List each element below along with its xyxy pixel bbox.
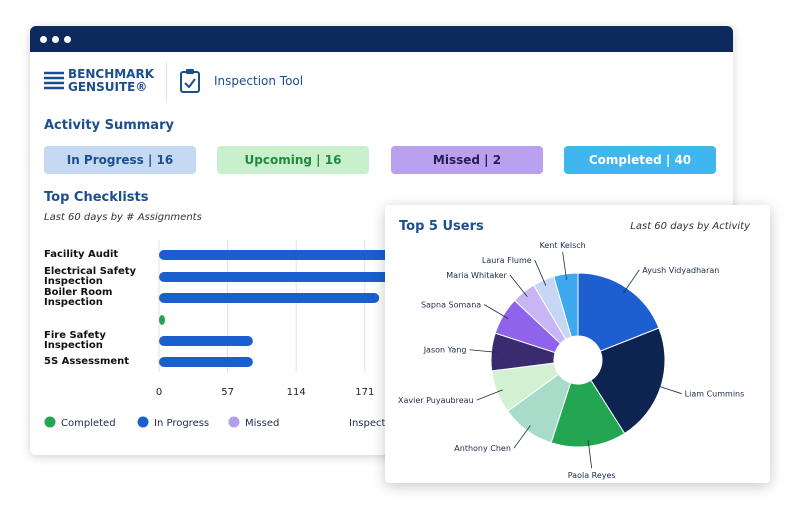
pie-slice: [577, 272, 660, 352]
pie-chart: Ayush Vidyadharan Liam Cummins Paola Reyes…: [398, 241, 745, 480]
pie-slice: [553, 272, 579, 338]
legend-label: Missed: [245, 418, 279, 429]
status-pill[interactable]: Completed | 40: [564, 146, 716, 174]
leader-line: [483, 304, 509, 320]
leader-line: [654, 384, 682, 395]
slice-label: Liam Cummins: [685, 390, 745, 399]
bar: [159, 272, 448, 282]
x-tick-label: 114: [287, 387, 306, 398]
leader-line: [562, 252, 567, 280]
chart-subtitle: Last 60 days by # Assignments: [44, 212, 202, 223]
slice-label: Ayush Vidyadharan: [642, 266, 719, 275]
leader-line: [509, 274, 528, 298]
bar-chart: 0 57 114 171 Facility Audit Electrical Safety…: [44, 240, 448, 429]
slice-label: Laura Flume: [482, 256, 532, 265]
status-pill[interactable]: Upcoming | 16: [217, 146, 369, 174]
legend-marker: [44, 416, 56, 428]
window-dot: [64, 36, 71, 43]
slice-label: Jason Yang: [423, 346, 467, 355]
x-tick-label: 57: [221, 387, 234, 398]
chart-subtitle: Last 60 days by Activity: [630, 221, 750, 232]
category-label: 5S Assessment: [44, 356, 130, 367]
category-label: Electrical Safety Inspection: [44, 266, 137, 287]
leader-line: [534, 259, 547, 286]
leader-line: [587, 440, 593, 469]
legend-label: In Progress: [154, 418, 209, 429]
leader-line: [469, 349, 498, 353]
slice-label: Anthony Chen: [454, 444, 511, 453]
clipboard-icon: [180, 69, 200, 93]
category-label: Boiler Room Inspection: [44, 287, 113, 308]
slice-label: Kent Kelsch: [540, 241, 586, 250]
category-label: Facility Audit: [44, 249, 119, 260]
slice-label: Xavier Puyaubreau: [398, 396, 474, 405]
category-label: Fire Safety Inspection: [44, 330, 106, 351]
category-label: Electrical Safety Inspection: [44, 266, 137, 287]
legend-marker: [137, 416, 149, 428]
slice-label: Sapna Somana: [421, 301, 481, 310]
app-name: Inspection Tool: [214, 74, 304, 88]
bar: [159, 293, 380, 303]
x-tick-label: 171: [355, 387, 374, 398]
legend-label: Completed: [61, 418, 116, 429]
chart-title: Top Checklists: [44, 190, 149, 205]
divider: [166, 62, 167, 102]
legend-marker: [228, 416, 240, 428]
window-dot: [40, 36, 47, 43]
top-users-panel: Top 5 Users Last 60 days by Activity Ayu…: [385, 205, 770, 483]
logo-text: BENCHMARK GENSUITE®: [68, 67, 155, 94]
title-bar: [30, 26, 733, 52]
category-label: Facility Audit: [44, 249, 119, 260]
pie-slice: [590, 327, 666, 435]
legend-label: Inspect: [349, 418, 385, 429]
bar: [159, 357, 253, 367]
leader-line: [476, 389, 503, 401]
x-tick-label: 0: [156, 387, 162, 398]
status-pill[interactable]: Missed | 2: [391, 146, 543, 174]
status-pill[interactable]: In Progress | 16: [44, 146, 196, 174]
category-label: Boiler Room Inspection: [44, 287, 113, 308]
bar: [159, 315, 166, 325]
slice-label: Maria Whitaker: [446, 271, 507, 280]
category-label: Fire Safety Inspection: [44, 330, 106, 351]
leader-line: [513, 425, 531, 449]
logo-icon: [44, 71, 64, 90]
bar: [159, 336, 253, 346]
window-dot: [52, 36, 59, 43]
category-label: 5S Assessment: [44, 356, 130, 367]
bar: [159, 250, 448, 260]
slice-label: Paola Reyes: [568, 471, 616, 480]
leader-line: [623, 269, 640, 294]
chart-title: Top 5 Users: [399, 219, 484, 234]
section-title: Activity Summary: [44, 118, 174, 133]
